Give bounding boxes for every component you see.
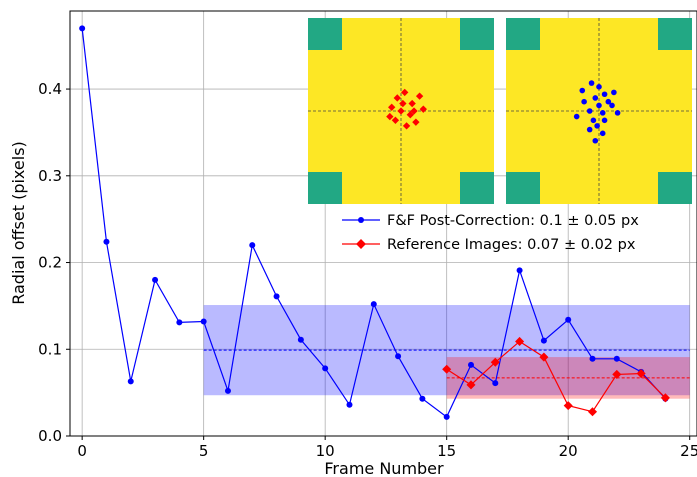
data-point	[539, 352, 549, 362]
inset-corner	[506, 172, 540, 204]
data-point	[443, 413, 450, 420]
inset-point	[599, 130, 606, 137]
data-point	[249, 242, 256, 249]
data-point	[176, 319, 183, 326]
data-point	[540, 337, 547, 344]
inset-corner	[308, 172, 342, 204]
inset-point	[601, 91, 608, 98]
x-tick-label: 0	[77, 442, 87, 460]
inset-point	[579, 87, 586, 94]
data-point	[419, 395, 426, 402]
legend-label-red: Reference Images: 0.07 ± 0.02 px	[387, 237, 636, 253]
y-tick-label: 0.0	[38, 427, 62, 445]
axis-ticks: 0 5 10 15 20 25 0.0 0.1 0.2 0.3 0.4	[38, 80, 697, 460]
legend: F&F Post-Correction: 0.1 ± 0.05 px Refer…	[342, 213, 639, 253]
inset-point	[573, 113, 580, 120]
inset-point	[581, 98, 587, 105]
inset-point	[401, 88, 409, 97]
data-point	[589, 355, 596, 362]
inset-point	[599, 110, 606, 116]
inset-point	[594, 123, 600, 129]
data-point	[563, 401, 573, 411]
data-point	[492, 380, 499, 387]
y-axis-label: Radial offset (pixels)	[9, 141, 28, 305]
inset-point	[596, 84, 602, 90]
inset-corner	[506, 18, 540, 50]
inset-point	[415, 92, 424, 100]
data-point	[612, 369, 622, 379]
inset-point	[611, 89, 617, 96]
x-tick-label: 20	[559, 442, 578, 460]
data-point	[613, 355, 620, 362]
data-point	[322, 365, 329, 372]
inset-point	[586, 126, 593, 133]
data-point	[370, 301, 377, 308]
inset-corner	[460, 172, 494, 204]
range-bands	[203, 305, 690, 399]
inset-point	[419, 105, 427, 113]
data-point	[103, 238, 110, 245]
data-point	[467, 361, 474, 368]
inset-post-correction-map	[506, 18, 692, 204]
inset-point	[397, 107, 405, 115]
inset-corner	[658, 172, 692, 204]
legend-marker-blue	[358, 217, 364, 223]
inset-corner	[460, 18, 494, 50]
inset-point	[386, 112, 394, 121]
data-series	[79, 25, 670, 420]
x-tick-label: 10	[316, 442, 335, 460]
inset-point	[614, 110, 621, 116]
data-point	[516, 267, 523, 274]
data-point	[273, 293, 280, 300]
inset-corner	[658, 18, 692, 50]
inset-point	[412, 118, 420, 126]
data-point	[79, 25, 86, 32]
inset-point	[592, 95, 599, 101]
data-point	[297, 336, 304, 343]
inset-panels	[308, 18, 692, 204]
inset-point	[408, 99, 416, 108]
x-tick-label: 25	[680, 442, 697, 460]
x-axis-label: Frame Number	[324, 459, 444, 477]
legend-label-blue: F&F Post-Correction: 0.1 ± 0.05 px	[387, 213, 639, 229]
x-tick-label: 5	[199, 442, 209, 460]
y-tick-label: 0.3	[38, 167, 62, 185]
data-point	[587, 407, 598, 417]
inset-point	[586, 108, 593, 114]
inset-reference-map	[308, 18, 494, 204]
inset-point	[393, 94, 401, 102]
plot-frame	[69, 10, 697, 437]
data-point	[200, 318, 207, 325]
inset-point	[588, 80, 595, 86]
data-point	[152, 276, 159, 283]
data-point	[224, 387, 231, 394]
y-tick-label: 0.4	[38, 80, 62, 98]
data-point	[660, 393, 670, 403]
data-point	[395, 353, 402, 360]
legend-marker-red	[356, 239, 366, 249]
data-point	[346, 401, 353, 408]
y-tick-label: 0.1	[38, 340, 62, 358]
inset-point	[596, 102, 602, 109]
inset-point	[410, 107, 418, 115]
data-point	[127, 378, 134, 385]
inset-point	[601, 117, 608, 124]
y-tick-label: 0.2	[38, 254, 62, 272]
inset-point	[605, 98, 612, 105]
inset-point	[592, 137, 599, 144]
x-tick-label: 15	[437, 442, 456, 460]
data-point	[565, 316, 572, 323]
inset-point	[609, 102, 615, 109]
inset-corner	[308, 18, 342, 50]
inset-point	[590, 117, 597, 124]
series-line-1	[446, 340, 666, 413]
